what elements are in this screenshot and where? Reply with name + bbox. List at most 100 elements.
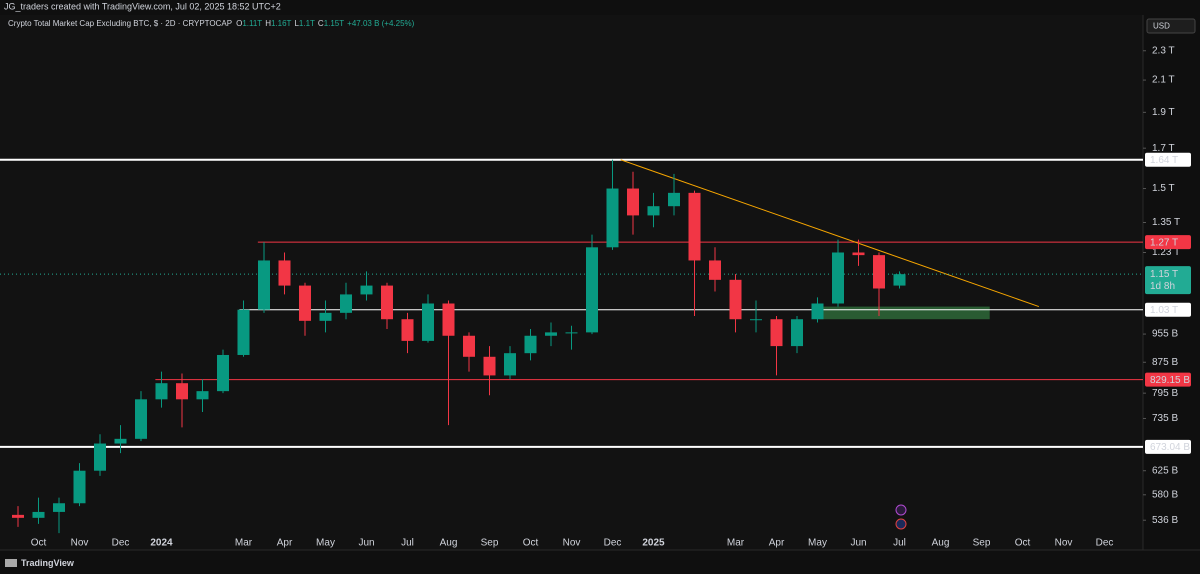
level-label: 1.27 T <box>1150 237 1178 248</box>
change: +47.03 B (+4.25%) <box>347 19 414 28</box>
candle-body <box>504 353 516 376</box>
candle-body <box>770 319 783 347</box>
y-tick-label: 1.9 T <box>1152 107 1175 118</box>
brand-logo <box>5 559 17 567</box>
brand: TradingView <box>21 558 75 568</box>
candle-body <box>832 252 844 304</box>
candle-body <box>319 312 332 321</box>
legend: Crypto Total Market Cap Excluding BTC, $… <box>8 19 415 28</box>
x-tick-label: Oct <box>523 538 539 549</box>
candle-body <box>73 470 86 504</box>
y-tick-label: 1.23 T <box>1152 247 1180 258</box>
x-tick-label: Jul <box>401 538 414 549</box>
level-label: 1.64 T <box>1150 155 1178 166</box>
chart-title: Crypto Total Market Cap Excluding BTC, $… <box>8 19 232 28</box>
x-tick-label: Jul <box>893 538 906 549</box>
level-label-box <box>1145 439 1191 454</box>
x-tick-label: Nov <box>71 538 89 549</box>
candle-body <box>381 285 393 320</box>
candle-body <box>811 303 824 320</box>
candle-body <box>135 399 147 439</box>
candle-body <box>463 335 475 357</box>
candle-body <box>750 319 762 321</box>
candle-body <box>258 260 270 310</box>
x-tick-label: Sep <box>973 538 991 549</box>
candle-body <box>893 274 906 286</box>
candle-body <box>688 192 701 261</box>
currency: USD <box>1153 22 1170 31</box>
x-tick-label: Apr <box>277 538 293 549</box>
level-label-box <box>1145 152 1191 167</box>
x-tick-label: Aug <box>932 538 950 549</box>
candle-body <box>729 279 742 320</box>
x-tick-label: Oct <box>1015 538 1031 549</box>
candle-body <box>852 252 865 256</box>
level-label-box <box>1145 235 1191 250</box>
x-tick-label: Apr <box>769 538 785 549</box>
y-tick-label: 2.1 T <box>1152 75 1175 86</box>
ohlc-key: L <box>294 19 299 28</box>
candle-body <box>565 332 578 334</box>
level-label: 829.15 B <box>1150 375 1190 386</box>
candle-body <box>873 255 885 289</box>
plot-area <box>0 15 1143 550</box>
ohlc-value: 1.1T <box>299 19 315 28</box>
y-tick-label: 536 B <box>1152 515 1178 526</box>
ohlc-key: H <box>265 19 271 28</box>
candle-body <box>155 383 168 400</box>
candle-body <box>483 356 496 376</box>
candle-body <box>586 247 598 333</box>
candle-body <box>401 319 414 341</box>
x-tick-label: Aug <box>440 538 458 549</box>
x-tick-label: 2024 <box>150 538 173 549</box>
candle-body <box>12 514 24 518</box>
support-zone <box>819 306 990 320</box>
x-tick-label: Oct <box>31 538 47 549</box>
y-tick-label: 1.5 T <box>1152 183 1175 194</box>
candle-body <box>524 335 537 354</box>
currency-box <box>1146 18 1196 34</box>
ohlc-value: 1.11T <box>242 19 262 28</box>
header: JG_traders created with TradingView.com,… <box>4 1 281 11</box>
candle-body <box>278 260 291 286</box>
trendline <box>620 159 1040 308</box>
x-tick-label: May <box>808 538 827 549</box>
candle-body <box>32 511 45 518</box>
candle-body <box>217 354 229 392</box>
candle-body <box>606 188 619 248</box>
candle-body <box>299 285 311 321</box>
x-tick-label: Dec <box>1096 538 1114 549</box>
y-tick-label: 735 B <box>1152 413 1178 424</box>
candle-body <box>53 503 65 512</box>
y-tick-label: 875 B <box>1152 357 1178 368</box>
ohlc-key: O <box>236 19 242 28</box>
x-tick-label: Mar <box>235 538 253 549</box>
y-tick-label: 625 B <box>1152 465 1178 476</box>
x-tick-label: Nov <box>1055 538 1073 549</box>
last-price-countdown: 1d 8h <box>1150 281 1175 292</box>
ohlc-key: C <box>318 19 324 28</box>
candle-body <box>114 438 127 444</box>
event-icon <box>895 518 907 530</box>
level-label-box <box>1145 302 1191 317</box>
x-tick-label: May <box>316 538 335 549</box>
y-tick-label: 1.35 T <box>1152 217 1180 228</box>
candle-body <box>340 294 352 313</box>
candle-body <box>647 206 660 216</box>
candle-body <box>360 285 373 295</box>
y-tick-label: 1.7 T <box>1152 143 1175 154</box>
candle-body <box>237 309 250 355</box>
ohlc-value: 1.15T <box>324 19 345 28</box>
candle-body <box>196 391 209 400</box>
candle-body <box>94 443 106 471</box>
candle-body <box>791 319 803 347</box>
y-tick-label: 580 B <box>1152 489 1178 500</box>
event-icon <box>895 504 907 516</box>
y-tick-label: 795 B <box>1152 388 1178 399</box>
level-label: 673.04 B <box>1150 442 1190 453</box>
candle-body <box>176 383 188 400</box>
level-label: 1.03 T <box>1150 305 1178 316</box>
last-price-label: 1.15 T <box>1150 269 1178 280</box>
last-price-box <box>1145 266 1191 295</box>
candle-body <box>442 303 455 336</box>
